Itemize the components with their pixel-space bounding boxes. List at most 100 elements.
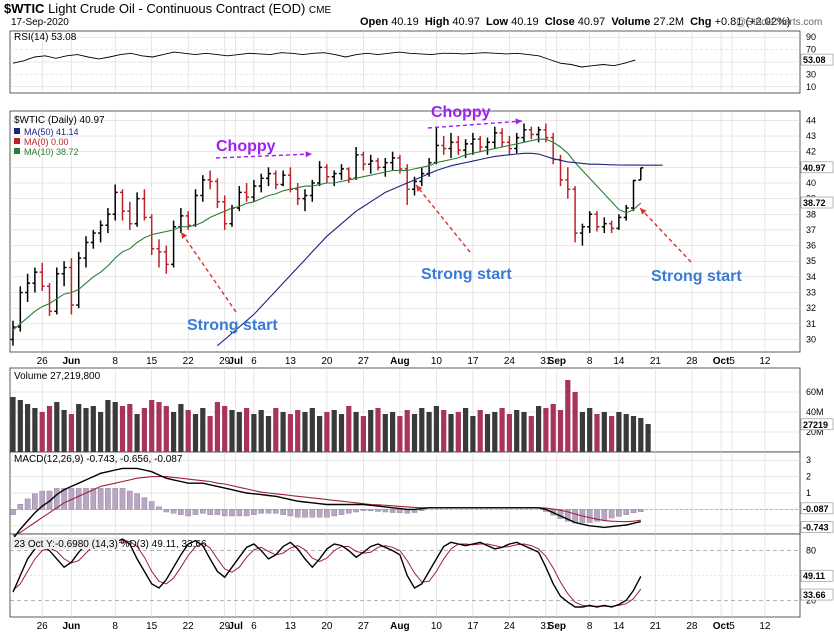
x-axis-label-upper: 6 [251, 356, 257, 367]
x-axis-label-upper: 29 [219, 356, 231, 367]
macd-histogram-bar [616, 509, 622, 517]
volume-bar [390, 412, 396, 452]
volume-bar [280, 412, 286, 452]
volume-bar [346, 406, 352, 452]
macd-histogram-bar [148, 501, 155, 510]
volume-bar [601, 412, 607, 452]
macd-histogram-bar [623, 509, 629, 515]
macd-histogram-bar [10, 509, 16, 515]
x-axis-label-lower: 13 [285, 621, 297, 632]
volume-bar [557, 410, 564, 452]
x-axis-label-upper: 26 [37, 356, 49, 367]
volume-bar [61, 410, 67, 452]
volume-bar [76, 404, 82, 452]
macd-histogram-bar [630, 509, 637, 514]
macd-histogram-bar [331, 509, 338, 517]
volume-bar [616, 412, 622, 452]
volume-bar [594, 414, 600, 452]
x-axis-label-upper: Jul [228, 356, 243, 367]
volume-value-badge: 27219 [803, 420, 828, 430]
volume-label: Volume 27,219,800 [14, 371, 101, 382]
volume-bar [543, 408, 549, 452]
x-axis-label-lower: Sep [548, 621, 566, 632]
macd-tick-label: 3 [806, 455, 811, 465]
volume-bar [229, 410, 235, 452]
volume-bar [127, 404, 133, 452]
macd-histogram-bar [287, 509, 294, 517]
x-axis-label-upper: 13 [285, 356, 297, 367]
volume-tick-label: 20M [806, 427, 824, 437]
x-axis-label-upper: Sep [548, 356, 566, 367]
volume-bar [382, 414, 388, 452]
macd-histogram-bar [294, 509, 301, 518]
macd-histogram-bar [389, 509, 396, 513]
x-axis-label-upper: 20 [321, 356, 333, 367]
volume-bar [258, 410, 264, 452]
volume-bar [433, 406, 439, 452]
annotation-choppy-1: Choppy [216, 138, 276, 155]
price-tick-label: 32 [806, 303, 816, 313]
volume-bar [163, 406, 169, 452]
volume-bar [236, 412, 242, 452]
macd-histogram-bar [134, 493, 140, 510]
price-tick-label: 37 [806, 225, 816, 235]
volume-bar [222, 406, 228, 452]
x-axis-label-upper: 31 [540, 356, 552, 367]
macd-histogram-bar [382, 509, 389, 513]
exchange: CME [308, 5, 332, 16]
x-axis-label-lower: 28 [686, 621, 698, 632]
macd-histogram-bar [24, 498, 31, 510]
arrow-choppy-2 [427, 120, 523, 129]
volume-bar [98, 412, 104, 452]
macd-histogram-bar [601, 509, 608, 521]
x-axis-label-upper: 15 [146, 356, 158, 367]
x-axis-label-upper: 24 [504, 356, 516, 367]
volume-bar [528, 416, 534, 452]
arrow-strong-start-3-head [640, 208, 647, 215]
legend-entry: MA(50) 41.14 [24, 127, 79, 137]
volume-bar [112, 402, 118, 452]
volume-bar [309, 408, 315, 452]
ohlc-readout: Open 40.19 High 40.97 Low 40.19 Close 40… [360, 16, 791, 28]
arrow-strong-start-1 [180, 231, 237, 313]
macd-histogram-bar [105, 488, 111, 510]
macd-histogram-bar [214, 509, 221, 515]
macd-line [12, 467, 641, 540]
x-axis-label-lower: Aug [390, 621, 409, 632]
volume-bar [609, 416, 615, 452]
stoch-k-badge-box [800, 569, 834, 582]
macd-histogram-bar [236, 509, 243, 517]
instrument-name: Light Crude Oil - Continuous Contract (E… [48, 1, 306, 16]
x-axis-label-upper: 12 [759, 356, 771, 367]
ma50-line [217, 152, 641, 347]
volume-tick-label: 40M [806, 407, 824, 417]
volume-bar [463, 408, 469, 452]
volume-bar [302, 412, 308, 452]
legend-entry: MA(10) 38.72 [24, 147, 79, 157]
volume-bar [273, 408, 279, 452]
macd-histogram-bar [54, 488, 60, 510]
macd-histogram-bar [316, 509, 323, 518]
volume-bar [287, 414, 293, 452]
macd-histogram-bar [229, 509, 235, 517]
volume-bar [572, 392, 578, 452]
x-axis-label-lower: 6 [251, 621, 257, 632]
macd-histogram-bar [280, 509, 286, 515]
macd-histogram-bar [586, 509, 593, 523]
volume-bar [441, 410, 447, 452]
price-panel-frame [9, 110, 801, 353]
x-axis-label-upper: 10 [431, 356, 443, 367]
volume-bar [638, 418, 644, 452]
macd-histogram-bar [346, 509, 352, 514]
legend-entry: MA(0) 0.00 [24, 137, 69, 147]
price-tick-label: 35 [806, 256, 816, 266]
macd-histogram-bar [565, 509, 571, 522]
rsi-tick-label: 10 [806, 82, 816, 92]
volume-bar [579, 412, 585, 452]
macd-histogram-bar [338, 509, 345, 515]
x-axis-label-lower: 29 [219, 621, 231, 632]
legend-swatch [14, 128, 20, 134]
volume-bar [149, 400, 155, 452]
volume-bar [295, 410, 301, 452]
